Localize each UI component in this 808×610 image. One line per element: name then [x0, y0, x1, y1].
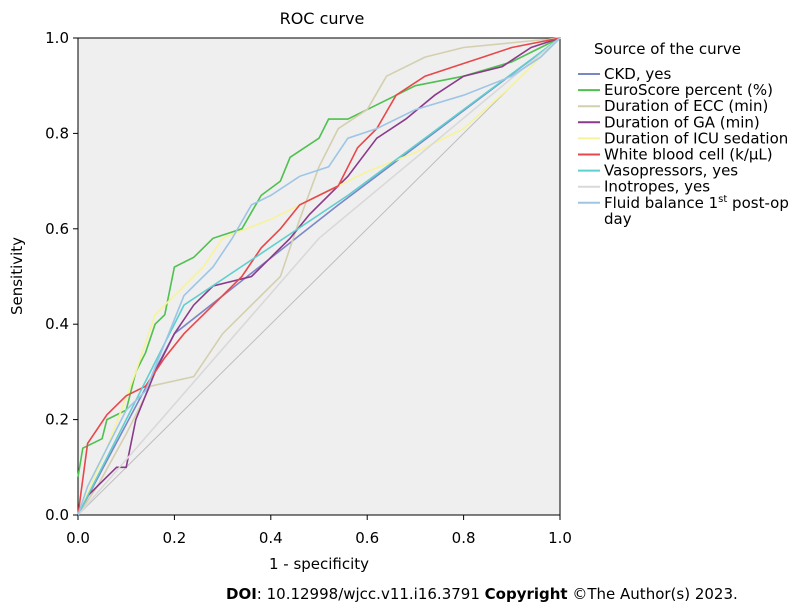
copyright-value: ©The Author(s) 2023. [567, 585, 738, 603]
y-axis-label: Sensitivity [8, 237, 26, 315]
x-tick-label: 0.8 [452, 529, 476, 547]
legend-label-3: Duration of ECC (min) [604, 97, 768, 115]
roc-curve-3 [77, 37, 561, 516]
x-tick-label: 1.0 [548, 529, 572, 547]
y-tick-label: 0.8 [45, 124, 69, 142]
legend-label-5: Duration of ICU sedation [604, 129, 788, 147]
legend-label-6: White blood cell (k/μL) [604, 146, 773, 164]
legend-label-9-line2: day [604, 210, 632, 228]
roc-curve-5 [77, 37, 561, 516]
legend-label-1: CKD, yes [604, 65, 672, 83]
doi-label: DOI [226, 585, 257, 603]
y-tick-label: 0.6 [45, 220, 69, 238]
legend-title: Source of the curve [594, 40, 741, 58]
roc-curve-9 [77, 37, 561, 516]
legend-label-9: Fluid balance 1st post-op [604, 194, 789, 212]
chart-title: ROC curve [280, 9, 365, 28]
roc-curves [77, 37, 561, 516]
roc-curve-6 [77, 37, 561, 516]
roc-curve-4 [77, 37, 561, 516]
x-tick-label: 0.0 [66, 529, 90, 547]
legend-label-4: Duration of GA (min) [604, 113, 760, 131]
roc-curve-1 [77, 37, 561, 516]
legend-label-2: EuroScore percent (%) [604, 81, 773, 99]
x-tick-label: 0.4 [259, 529, 283, 547]
copyright-label: Copyright [484, 585, 568, 603]
roc-chart: ROC curve 0.0 0.2 0.4 0.6 0.8 1.0 0.0 0.2 0.4 0.6… [8, 9, 789, 573]
reference-diagonal-line [77, 37, 561, 516]
y-tick-label: 1.0 [45, 29, 69, 47]
roc-curve-8 [77, 37, 561, 516]
y-tick-label: 0.0 [45, 506, 69, 524]
axis-ticks: 0.0 0.2 0.4 0.6 0.8 1.0 0.0 0.2 0.4 0.6 0.8 1.0 [45, 29, 572, 547]
y-tick-label: 0.2 [45, 411, 69, 429]
x-axis-label: 1 - specificity [269, 555, 369, 573]
footer-citation: DOI: 10.12998/wjcc.v11.i16.3791 Copyrigh… [226, 585, 738, 603]
y-tick-label: 0.4 [45, 315, 69, 333]
x-tick-label: 0.6 [355, 529, 379, 547]
x-tick-label: 0.2 [162, 529, 186, 547]
roc-curve-7 [77, 37, 561, 516]
doi-value: : 10.12998/wjcc.v11.i16.3791 [256, 585, 485, 603]
legend-label-8: Inotropes, yes [604, 178, 710, 196]
legend-label-7: Vasopressors, yes [604, 162, 738, 180]
